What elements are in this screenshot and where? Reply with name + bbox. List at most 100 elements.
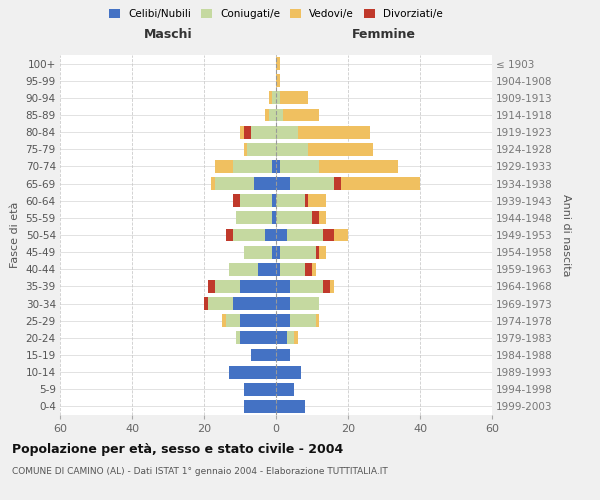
Bar xyxy=(276,57,280,70)
Bar xyxy=(244,400,276,413)
Bar xyxy=(265,228,276,241)
Bar xyxy=(272,194,276,207)
Bar xyxy=(287,332,294,344)
Bar xyxy=(226,314,240,327)
Bar xyxy=(334,228,348,241)
Bar xyxy=(290,177,334,190)
Bar xyxy=(244,126,251,138)
Bar xyxy=(287,228,323,241)
Bar xyxy=(251,126,276,138)
Bar xyxy=(233,297,276,310)
Bar xyxy=(316,246,319,258)
Bar xyxy=(276,400,305,413)
Bar xyxy=(323,280,330,293)
Bar xyxy=(290,297,319,310)
Bar xyxy=(276,228,287,241)
Bar xyxy=(215,160,233,173)
Bar xyxy=(276,74,280,87)
Bar xyxy=(276,212,312,224)
Bar xyxy=(276,297,290,310)
Bar xyxy=(276,108,283,122)
Bar xyxy=(229,263,258,276)
Bar xyxy=(211,177,215,190)
Bar xyxy=(222,314,226,327)
Bar xyxy=(290,314,316,327)
Bar xyxy=(208,297,233,310)
Bar xyxy=(276,194,305,207)
Bar xyxy=(276,383,294,396)
Bar xyxy=(272,160,276,173)
Bar xyxy=(240,126,244,138)
Bar xyxy=(276,143,308,156)
Y-axis label: Anni di nascita: Anni di nascita xyxy=(561,194,571,276)
Bar xyxy=(208,280,215,293)
Bar xyxy=(305,263,312,276)
Text: COMUNE DI CAMINO (AL) - Dati ISTAT 1° gennaio 2004 - Elaborazione TUTTITALIA.IT: COMUNE DI CAMINO (AL) - Dati ISTAT 1° ge… xyxy=(12,468,388,476)
Bar xyxy=(276,160,280,173)
Bar xyxy=(258,263,276,276)
Bar xyxy=(298,126,370,138)
Bar xyxy=(316,314,319,327)
Bar xyxy=(226,228,233,241)
Bar xyxy=(305,194,308,207)
Bar xyxy=(280,160,319,173)
Bar xyxy=(308,194,326,207)
Bar xyxy=(276,366,301,378)
Bar xyxy=(276,263,280,276)
Bar xyxy=(276,348,290,362)
Bar xyxy=(280,263,305,276)
Bar xyxy=(276,332,287,344)
Bar xyxy=(254,177,276,190)
Bar xyxy=(244,383,276,396)
Bar xyxy=(276,177,290,190)
Bar xyxy=(244,143,247,156)
Bar xyxy=(240,332,276,344)
Bar xyxy=(233,194,240,207)
Bar xyxy=(276,92,280,104)
Bar xyxy=(272,246,276,258)
Bar xyxy=(319,246,326,258)
Bar xyxy=(319,160,398,173)
Bar xyxy=(341,177,420,190)
Bar xyxy=(330,280,334,293)
Bar xyxy=(233,160,272,173)
Text: Femmine: Femmine xyxy=(352,28,416,42)
Bar xyxy=(251,348,276,362)
Bar xyxy=(312,212,319,224)
Bar xyxy=(269,108,276,122)
Bar xyxy=(276,314,290,327)
Bar xyxy=(308,143,373,156)
Bar xyxy=(236,212,272,224)
Y-axis label: Fasce di età: Fasce di età xyxy=(10,202,20,268)
Text: Popolazione per età, sesso e stato civile - 2004: Popolazione per età, sesso e stato civil… xyxy=(12,442,343,456)
Bar xyxy=(240,194,272,207)
Bar xyxy=(236,332,240,344)
Bar xyxy=(312,263,316,276)
Bar xyxy=(280,92,308,104)
Legend: Celibi/Nubili, Coniugati/e, Vedovi/e, Divorziati/e: Celibi/Nubili, Coniugati/e, Vedovi/e, Di… xyxy=(105,5,447,24)
Bar xyxy=(204,297,208,310)
Bar xyxy=(283,108,319,122)
Bar xyxy=(244,246,272,258)
Bar xyxy=(323,228,334,241)
Bar xyxy=(276,246,280,258)
Bar xyxy=(269,92,272,104)
Bar xyxy=(265,108,269,122)
Bar xyxy=(319,212,326,224)
Bar xyxy=(280,246,316,258)
Bar xyxy=(276,280,290,293)
Bar xyxy=(229,366,276,378)
Bar xyxy=(215,177,254,190)
Text: Maschi: Maschi xyxy=(143,28,193,42)
Bar xyxy=(240,280,276,293)
Bar xyxy=(276,126,298,138)
Bar xyxy=(290,280,323,293)
Bar xyxy=(272,212,276,224)
Bar xyxy=(334,177,341,190)
Bar xyxy=(240,314,276,327)
Bar xyxy=(215,280,240,293)
Bar xyxy=(272,92,276,104)
Bar xyxy=(294,332,298,344)
Bar xyxy=(247,143,276,156)
Bar xyxy=(233,228,265,241)
